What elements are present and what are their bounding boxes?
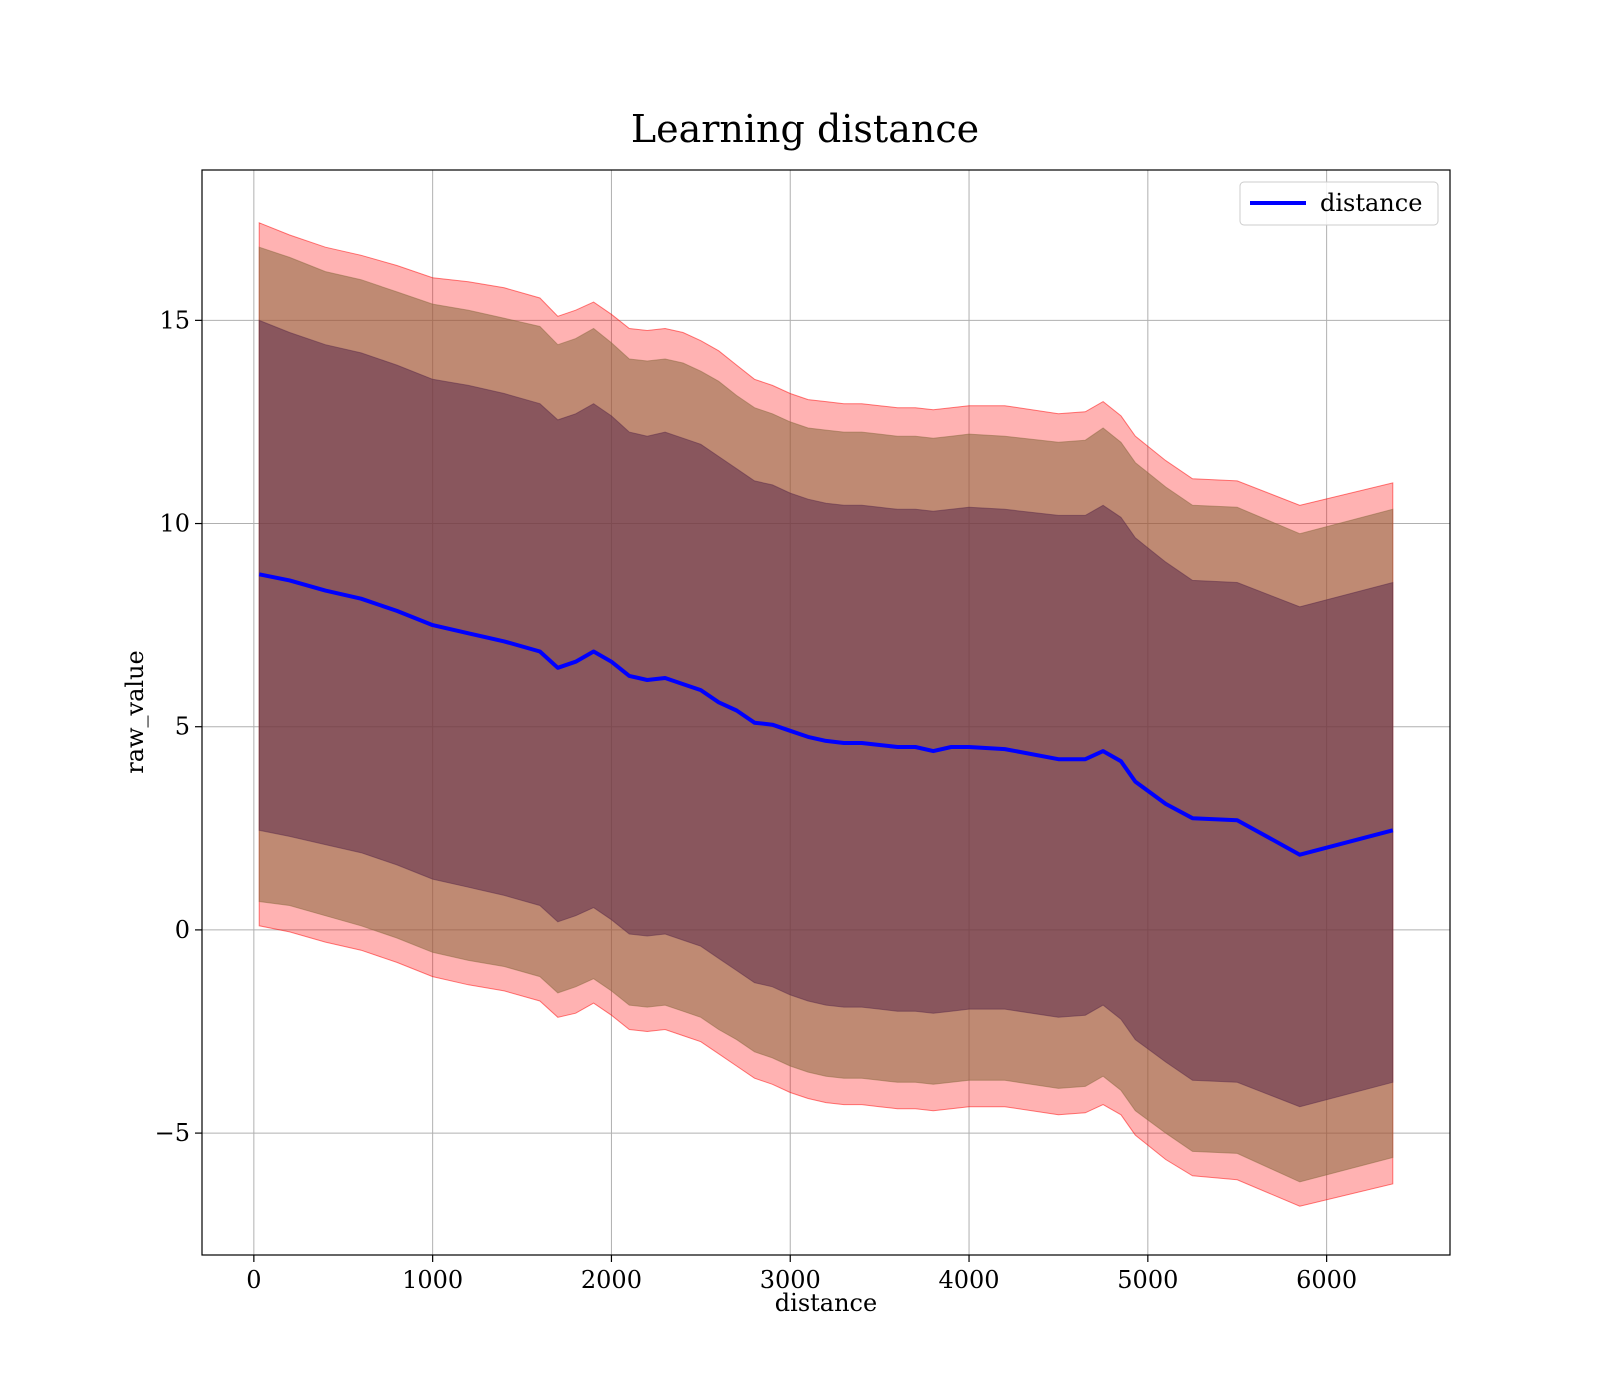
x-tick-label: 2000: [581, 1266, 642, 1294]
x-tick-label: 6000: [1296, 1266, 1357, 1294]
x-tick-label: 4000: [938, 1266, 999, 1294]
y-tick-label: 10: [159, 510, 190, 538]
x-tick-label: 1000: [402, 1266, 463, 1294]
y-tick-label: 15: [159, 306, 190, 334]
legend: distance: [1239, 181, 1439, 226]
legend-box: [1239, 181, 1439, 226]
x-tick-label: 0: [246, 1266, 261, 1294]
x-axis-ticks: 0 1000 2000 3000 4000 5000 6000: [246, 1255, 1357, 1294]
y-tick-label: −5: [155, 1119, 190, 1147]
y-tick-label: 0: [175, 916, 190, 944]
axes-frame: [201, 169, 1451, 1256]
x-tick-label: 5000: [1117, 1266, 1178, 1294]
y-tick-label: 5: [175, 713, 190, 741]
legend-label-distance: distance: [1320, 189, 1422, 217]
plot-area: [201, 169, 1451, 1256]
confidence-bands: [258, 222, 1394, 1207]
y-axis-ticks: −5 0 5 10 15: [155, 306, 202, 1147]
x-tick-label: 3000: [760, 1266, 821, 1294]
band-inner: [258, 319, 1394, 1108]
x-axis-label: distance: [775, 1289, 877, 1317]
y-axis-label: raw_value: [121, 650, 149, 774]
chart-title: Learning distance: [631, 107, 979, 151]
series-line-distance: [258, 572, 1394, 857]
